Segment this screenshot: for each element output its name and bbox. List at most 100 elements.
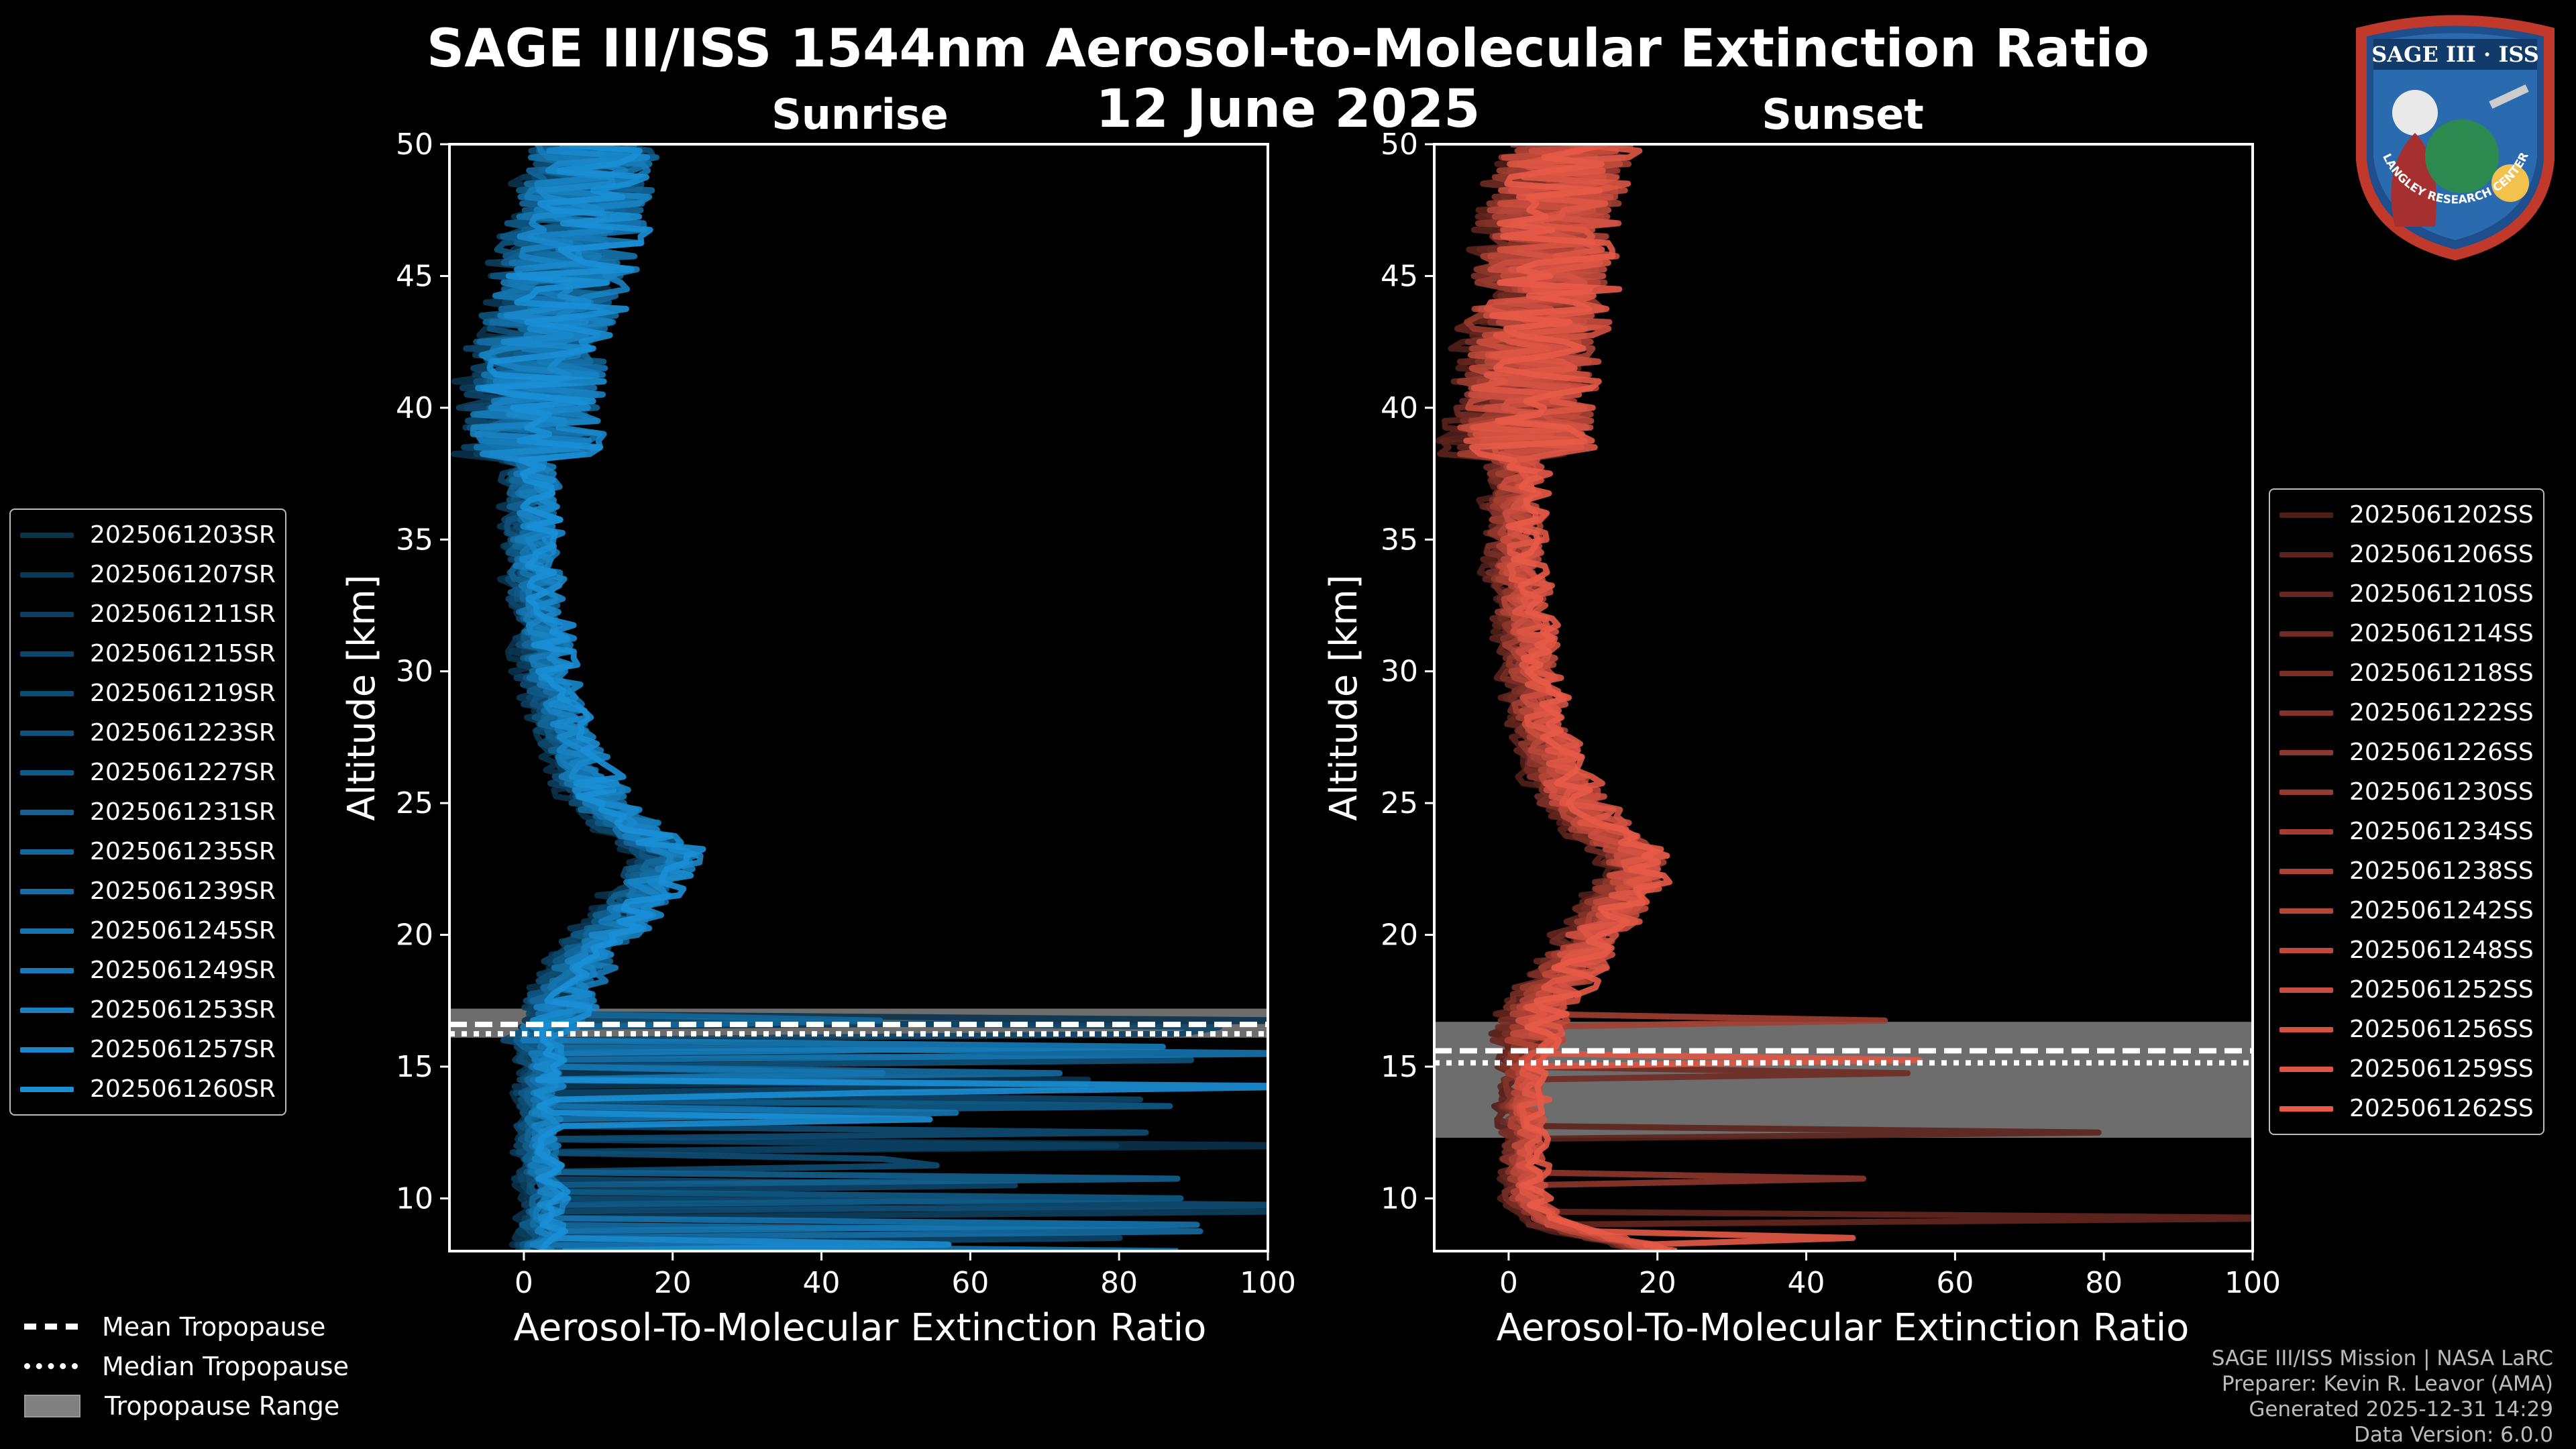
legend-mean-label: Mean Tropopause	[102, 1311, 326, 1342]
legend-median-label: Median Tropopause	[102, 1351, 349, 1381]
sunrise-legend-entry: 2025061260SR	[20, 1069, 276, 1109]
sunrise-legend-entry: 2025061257SR	[20, 1030, 276, 1069]
sunrise-legend-entry: 2025061245SR	[20, 911, 276, 951]
sage-mission-patch-logo: SAGE III · ISS BALL · NASA LANGLEY RESEA…	[2341, 12, 2555, 260]
sunset-legend-label: 2025061214SS	[2349, 620, 2534, 647]
sunrise-legend-swatch	[20, 967, 74, 973]
legend-mean-tropopause: Mean Tropopause	[24, 1307, 349, 1346]
sunset-legend-entry: 2025061210SS	[2279, 574, 2534, 614]
sunrise-panel: 0 20 40 60 80 100 10 15 20 25 30 35 40 45 50	[396, 127, 1296, 1300]
median-tropopause-swatch	[24, 1363, 78, 1369]
x-tick-label: 0	[515, 1266, 533, 1300]
footer-mission: SAGE III/ISS Mission | NASA LaRC	[2211, 1346, 2553, 1371]
sunset-legend-swatch	[2279, 512, 2333, 518]
sunset-legend-entry: 2025061256SS	[2279, 1010, 2534, 1049]
sunset-legend-swatch	[2279, 868, 2333, 874]
sunrise-legend-entry: 2025061207SR	[20, 555, 276, 594]
y-tick-label: 40	[1381, 391, 1418, 425]
y-tick-label: 25	[1381, 786, 1418, 820]
sunrise-legend-entry: 2025061219SR	[20, 674, 276, 713]
footer-generated: Generated 2025-12-31 14:29	[2249, 1397, 2553, 1421]
tropopause-legend: Mean Tropopause Median Tropopause Tropop…	[24, 1307, 349, 1426]
sunrise-legend-entry: 2025061223SR	[20, 713, 276, 753]
sunrise-legend-label: 2025061257SR	[90, 1036, 276, 1063]
sunset-legend-entry: 2025061262SS	[2279, 1089, 2534, 1128]
sunrise-legend-entry: 2025061231SR	[20, 792, 276, 832]
sunset-axes-frame	[1433, 143, 2254, 1252]
sunset-legend-label: 2025061210SS	[2349, 580, 2534, 608]
sunset-legend-label: 2025061206SS	[2349, 541, 2534, 568]
sunset-legend-entry: 2025061226SS	[2279, 733, 2534, 772]
y-tick-label: 10	[1381, 1181, 1418, 1216]
sunrise-legend-swatch	[20, 1046, 74, 1053]
sunrise-legend-swatch	[20, 888, 74, 894]
sunset-panel-title: Sunset	[1762, 90, 1924, 139]
sunrise-legend-label: 2025061223SR	[90, 719, 276, 747]
sunset-legend: 2025061202SS 2025061206SS 2025061210SS 2025…	[2269, 488, 2544, 1135]
y-tick-label: 20	[1381, 918, 1418, 953]
sunrise-legend-label: 2025061207SR	[90, 561, 276, 588]
sunrise-ylabel: Altitude [km]	[340, 574, 384, 820]
footer-credits: SAGE III/ISS Mission | NASA LaRC Prepare…	[2212, 1346, 2553, 1448]
sunset-legend-swatch	[2279, 1066, 2333, 1072]
y-tick-label: 45	[1381, 259, 1418, 293]
sunset-legend-swatch	[2279, 987, 2333, 993]
sunset-legend-swatch	[2279, 631, 2333, 637]
x-tick-label: 100	[1240, 1266, 1296, 1300]
sunset-xlabel: Aerosol-To-Molecular Extinction Ratio	[1497, 1306, 2190, 1350]
y-tick-label: 25	[396, 786, 433, 820]
sunrise-axes-frame	[448, 143, 1269, 1252]
x-tick-label: 0	[1499, 1266, 1518, 1300]
sunrise-xlabel: Aerosol-To-Molecular Extinction Ratio	[514, 1306, 1207, 1350]
sunset-legend-swatch	[2279, 710, 2333, 716]
sunset-legend-label: 2025061202SS	[2349, 501, 2534, 529]
sunset-legend-label: 2025061230SS	[2349, 778, 2534, 806]
sunrise-legend-swatch	[20, 730, 74, 736]
sunset-legend-label: 2025061226SS	[2349, 739, 2534, 766]
sunset-legend-entry: 2025061230SS	[2279, 772, 2534, 812]
sunset-legend-entry: 2025061259SS	[2279, 1049, 2534, 1089]
sunrise-plot-area	[449, 144, 1268, 1251]
y-tick-label: 30	[1381, 655, 1418, 689]
sunrise-legend-swatch	[20, 690, 74, 696]
x-tick-label: 80	[1100, 1266, 1138, 1300]
sunset-legend-entry: 2025061222SS	[2279, 693, 2534, 733]
sunrise-legend-swatch	[20, 769, 74, 775]
sunset-ylabel: Altitude [km]	[1322, 574, 1366, 820]
y-tick-label: 45	[396, 259, 433, 293]
sunset-legend-label: 2025061238SS	[2349, 857, 2534, 885]
sunrise-legend-swatch	[20, 532, 74, 538]
sunset-panel: 0 20 40 60 80 100 10 15 20 25 30 35 40 45 50	[1381, 127, 2281, 1300]
y-tick-label: 10	[396, 1181, 433, 1216]
x-tick-label: 60	[1936, 1266, 1974, 1300]
sunrise-legend-label: 2025061235SR	[90, 838, 276, 865]
sunrise-legend-label: 2025061203SR	[90, 521, 276, 549]
x-tick-label: 40	[1788, 1266, 1825, 1300]
sunrise-panel-title: Sunrise	[771, 90, 949, 139]
sunrise-legend-swatch	[20, 611, 74, 617]
sunrise-legend-entry: 2025061215SR	[20, 634, 276, 674]
legend-tropopause-range: Tropopause Range	[24, 1386, 349, 1426]
sunset-legend-swatch	[2279, 551, 2333, 557]
sunset-legend-swatch	[2279, 1026, 2333, 1032]
sunset-legend-label: 2025061218SS	[2349, 659, 2534, 687]
y-tick-label: 35	[1381, 523, 1418, 557]
sunset-legend-label: 2025061222SS	[2349, 699, 2534, 727]
sunrise-legend-swatch	[20, 572, 74, 578]
sunrise-legend-label: 2025061239SR	[90, 877, 276, 905]
sunrise-legend-label: 2025061253SR	[90, 996, 276, 1024]
sunset-legend-entry: 2025061202SS	[2279, 495, 2534, 535]
chart-subtitle: 12 June 2025	[1095, 79, 1481, 140]
sunset-legend-label: 2025061234SS	[2349, 818, 2534, 845]
sunset-legend-entry: 2025061238SS	[2279, 851, 2534, 891]
sunset-legend-swatch	[2279, 908, 2333, 914]
sunrise-legend-swatch	[20, 928, 74, 934]
x-tick-label: 20	[654, 1266, 692, 1300]
sunrise-legend-entry: 2025061249SR	[20, 951, 276, 990]
sunset-legend-label: 2025061248SS	[2349, 936, 2534, 964]
sunrise-legend-label: 2025061231SR	[90, 798, 276, 826]
x-tick-label: 60	[951, 1266, 989, 1300]
sunrise-legend-swatch	[20, 651, 74, 657]
sunrise-legend-label: 2025061219SR	[90, 680, 276, 707]
